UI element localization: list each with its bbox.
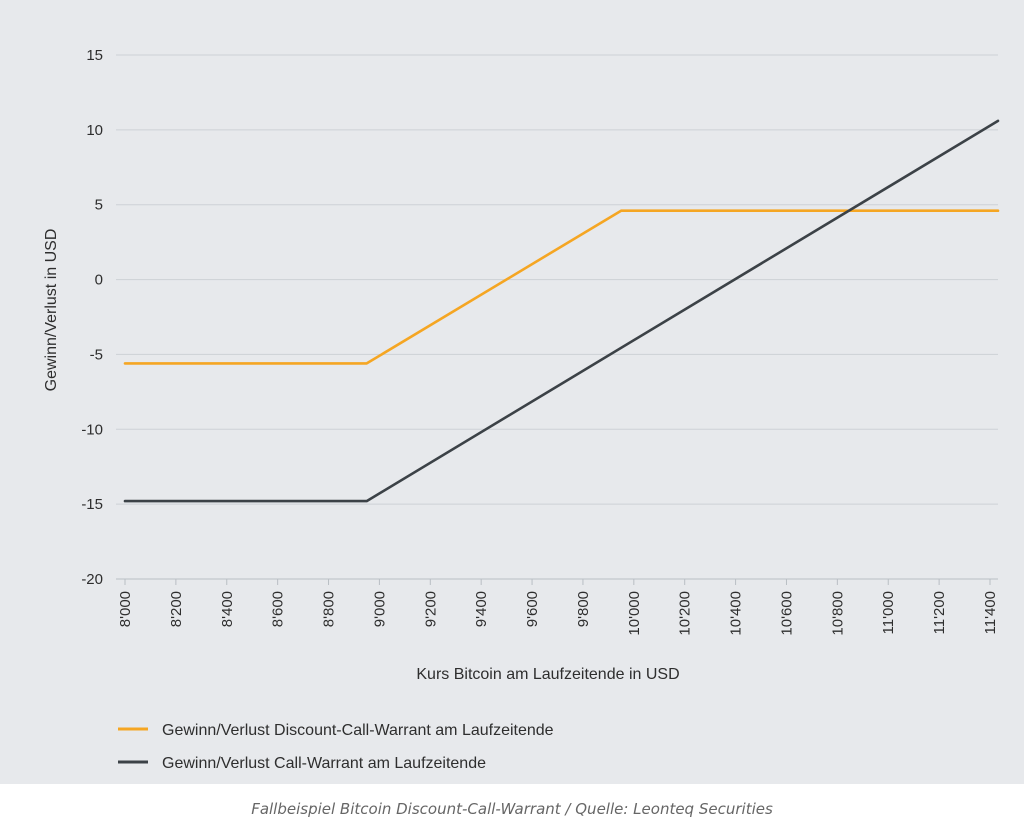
legend-label-call-warrant: Gewinn/Verlust Call-Warrant am Laufzeite… bbox=[162, 755, 486, 772]
x-tick-label: 10'400 bbox=[728, 591, 745, 636]
y-tick-label: 15 bbox=[86, 47, 103, 64]
y-axis-title: Gewinn/Verlust in USD bbox=[43, 229, 60, 392]
x-tick-label: 9'400 bbox=[473, 591, 490, 627]
y-tick-label: 5 bbox=[95, 197, 103, 214]
x-tick-label: 11'200 bbox=[931, 591, 948, 634]
x-tick-label: 9'600 bbox=[524, 591, 541, 627]
x-tick-label: 9'200 bbox=[422, 591, 439, 627]
x-tick-label: 10'200 bbox=[677, 591, 694, 636]
gridlines bbox=[116, 54, 998, 580]
x-axis-ticks: 8'000 8'200 8'400 8'600 8'800 9'000 9'200 9'400… bbox=[117, 579, 999, 636]
y-tick-label: -5 bbox=[90, 346, 103, 363]
x-tick-label: 11'000 bbox=[880, 591, 897, 634]
y-tick-label: -15 bbox=[81, 496, 103, 513]
series-line-call-warrant bbox=[123, 119, 1000, 503]
x-tick-label: 8'200 bbox=[168, 591, 185, 627]
y-axis-ticks: 15 10 5 0 -5 -10 -15 -20 bbox=[81, 47, 103, 588]
x-tick-label: 8'400 bbox=[219, 591, 236, 627]
y-tick-label: 10 bbox=[86, 122, 103, 139]
x-tick-label: 8'800 bbox=[321, 591, 338, 627]
x-tick-label: 11'400 bbox=[982, 591, 999, 634]
x-tick-label: 8'000 bbox=[117, 591, 134, 627]
x-tick-label: 9'000 bbox=[371, 591, 388, 627]
y-tick-label: -10 bbox=[81, 421, 103, 438]
series-lines bbox=[123, 119, 1000, 503]
legend: Gewinn/Verlust Discount-Call-Warrant am … bbox=[118, 722, 554, 772]
series-line-discount-call-warrant bbox=[123, 209, 1000, 365]
chart-panel: 15 10 5 0 -5 -10 -15 -20 8'000 8'200 8'400 8'600 8'… bbox=[0, 0, 1024, 784]
y-tick-label: 0 bbox=[95, 272, 103, 289]
legend-label-discount-call-warrant: Gewinn/Verlust Discount-Call-Warrant am … bbox=[162, 722, 554, 739]
x-tick-label: 10'800 bbox=[829, 591, 846, 636]
x-tick-label: 9'800 bbox=[575, 591, 592, 627]
x-axis-title: Kurs Bitcoin am Laufzeitende in USD bbox=[416, 666, 679, 683]
y-tick-label: -20 bbox=[81, 571, 103, 588]
x-tick-label: 8'600 bbox=[270, 591, 287, 627]
figure-caption: Fallbeispiel Bitcoin Discount-Call-Warra… bbox=[251, 800, 773, 818]
x-tick-label: 10'600 bbox=[778, 591, 795, 636]
x-tick-label: 10'000 bbox=[626, 591, 643, 636]
